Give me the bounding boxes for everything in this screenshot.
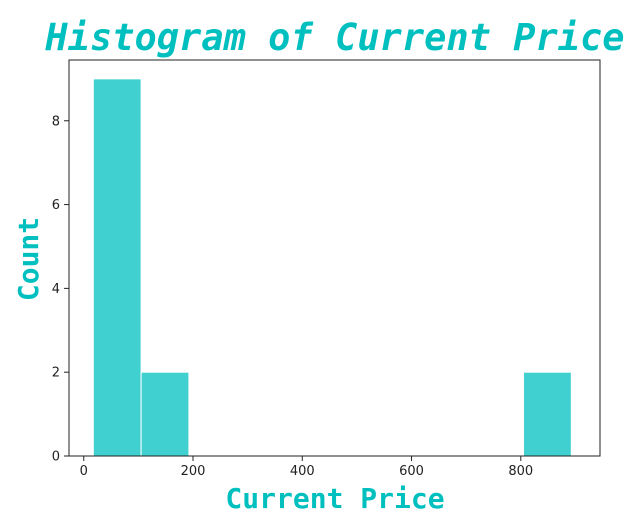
histogram-bar-0 (92, 78, 142, 457)
histogram-bar-1 (140, 371, 190, 457)
chart-title: Histogram of Current Price (44, 16, 624, 59)
histogram-bar-9 (523, 371, 572, 457)
x-tick-label: 0 (80, 464, 88, 479)
bars-group (92, 78, 572, 457)
y-tick-label: 0 (52, 450, 60, 465)
plot-frame (68, 59, 601, 457)
y-tick-label: 4 (52, 282, 60, 297)
x-tick-label: 400 (290, 464, 315, 479)
x-axis-label: Current Price (225, 482, 444, 515)
y-axis-ticks: 0 2 4 6 8 (52, 114, 69, 465)
x-tick-label: 200 (181, 464, 206, 479)
x-tick-label: 600 (399, 464, 424, 479)
x-axis-ticks: 0 200 400 600 800 (80, 456, 533, 479)
x-tick-label: 800 (508, 464, 533, 479)
y-tick-label: 8 (52, 114, 60, 129)
y-tick-label: 6 (52, 198, 60, 213)
y-axis-label: Count (12, 217, 45, 301)
y-tick-label: 2 (52, 366, 60, 381)
